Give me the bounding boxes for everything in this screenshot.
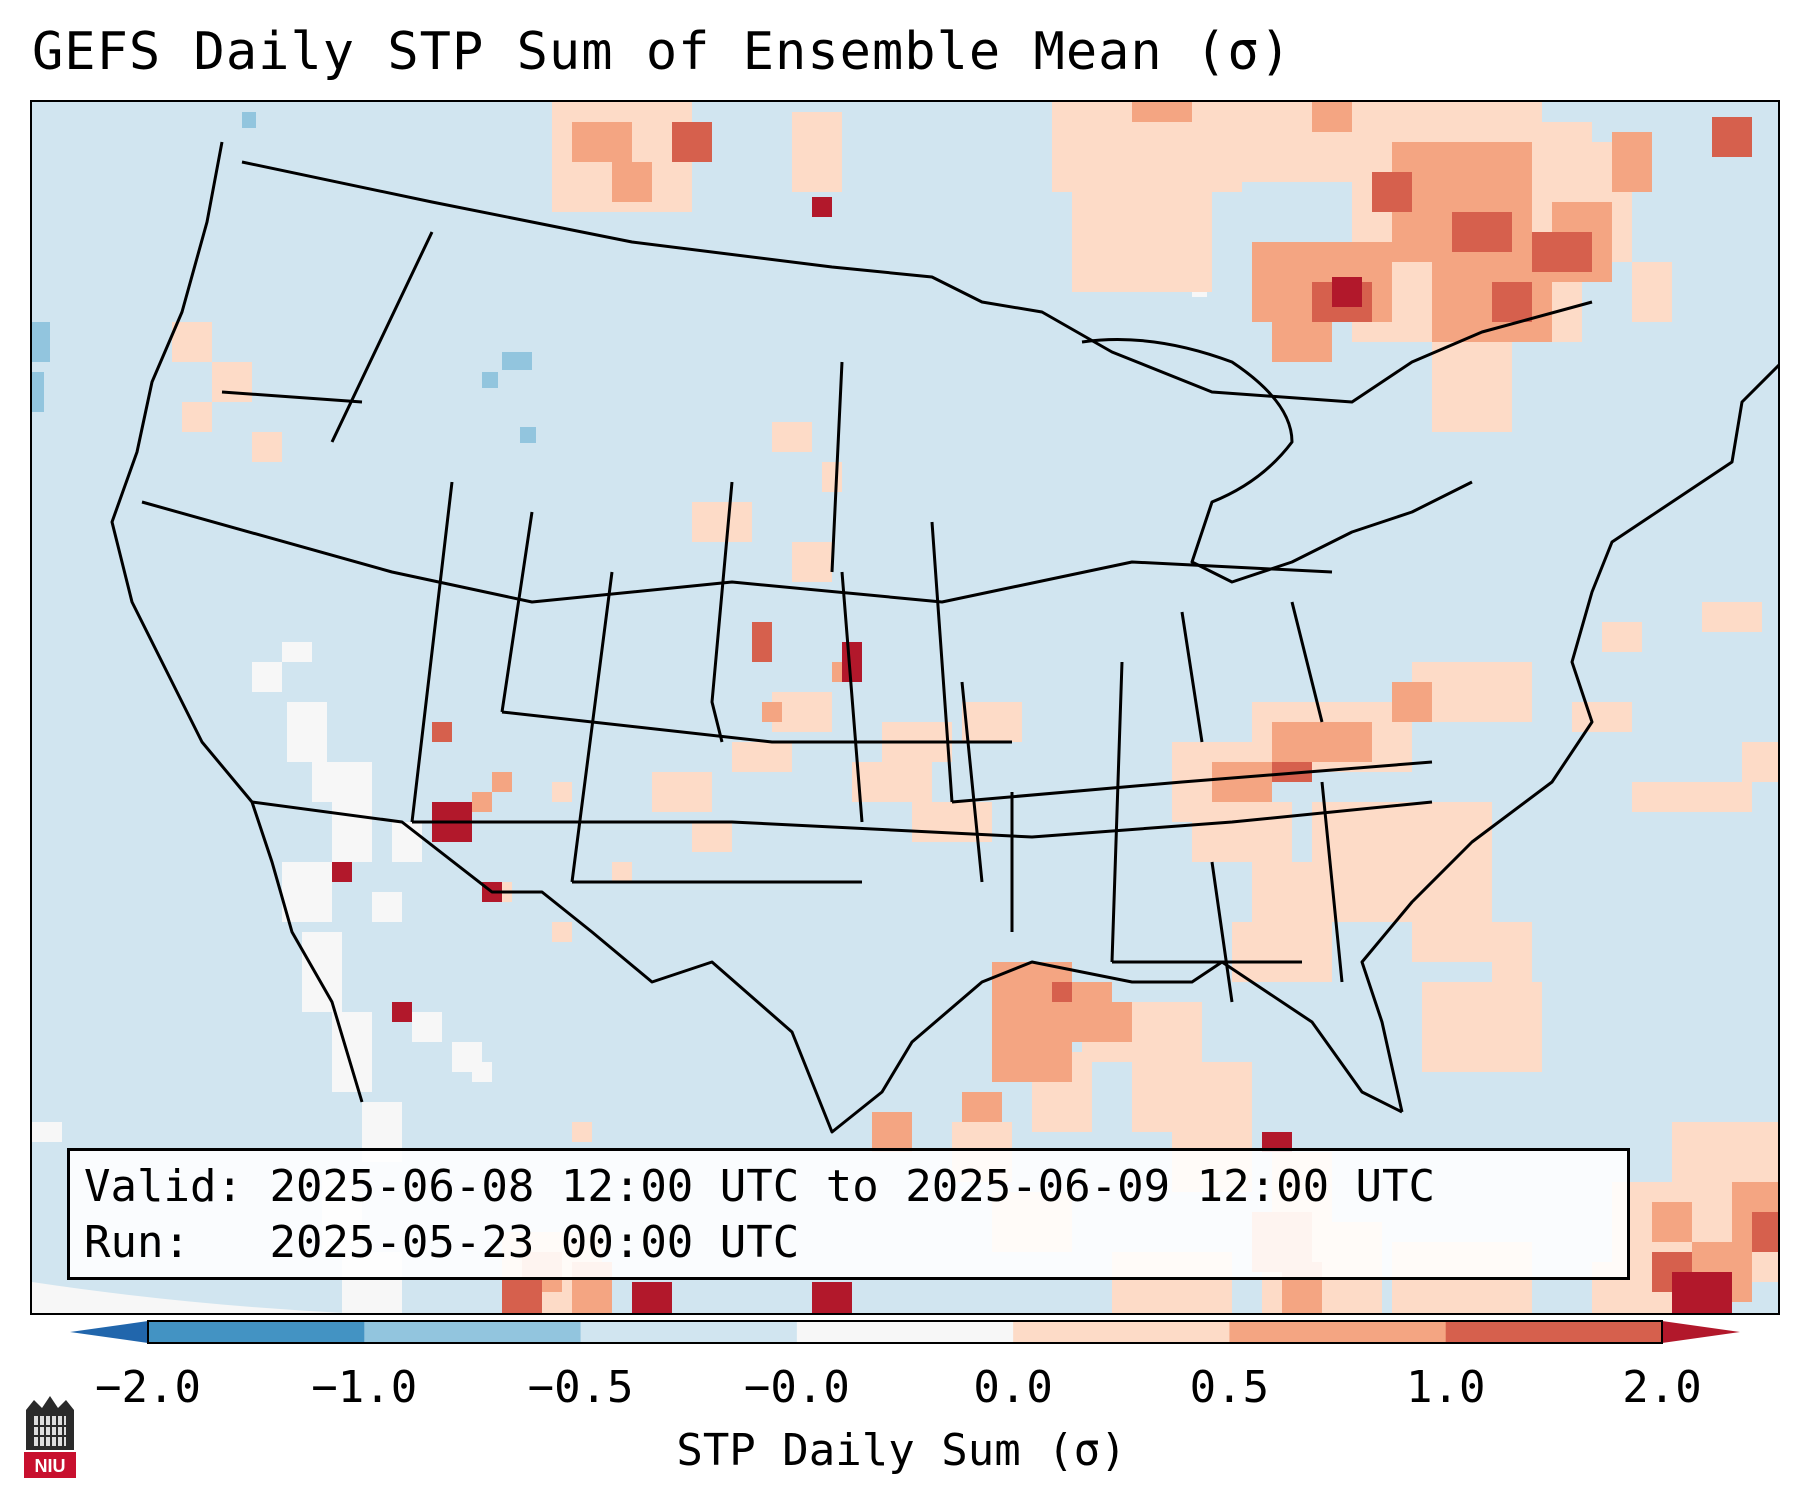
colorbar-segments	[148, 1321, 1663, 1343]
colorbar-segment	[796, 1321, 1014, 1343]
positive-cells-high	[432, 117, 1778, 1313]
chart-title: GEFS Daily STP Sum of Ensemble Mean (σ)	[32, 22, 1292, 82]
colorbar-segment	[580, 1321, 798, 1343]
svg-text:NIU: NIU	[35, 1456, 66, 1476]
colorbar-tick-label: 0.5	[1189, 1362, 1270, 1413]
colorbar-over-arrow	[1662, 1321, 1740, 1343]
colorbar-outline	[147, 1320, 1663, 1344]
colorbar-tick-label: 1.0	[1405, 1362, 1486, 1413]
colorbar-tick-label: −0.5	[527, 1362, 634, 1413]
run-value: 2025-05-23 00:00 UTC	[269, 1217, 800, 1268]
colorbar-tick-label: −2.0	[95, 1362, 201, 1413]
colorbar-segment	[148, 1321, 365, 1343]
colorbar-segment	[364, 1321, 582, 1343]
colorbar	[70, 1320, 1740, 1344]
map-panel	[30, 100, 1780, 1315]
valid-run-infobox: Valid: 2025-06-08 12:00 UTC to 2025-06-0…	[67, 1148, 1630, 1280]
colorbar-segment	[1013, 1321, 1230, 1343]
map-boundaries	[110, 141, 1778, 1134]
negative-cells	[32, 112, 536, 443]
map-svg	[32, 102, 1778, 1313]
niu-logo: NIU	[24, 1396, 76, 1478]
colorbar-tick-label: 0.0	[973, 1362, 1053, 1413]
valid-label: Valid:	[84, 1161, 243, 1212]
run-label: Run:	[84, 1217, 190, 1268]
valid-value: 2025-06-08 12:00 UTC to 2025-06-09 12:00…	[269, 1161, 1436, 1212]
colorbar-under-arrow	[70, 1321, 148, 1343]
colorbar-tick-label: −0.0	[743, 1362, 850, 1413]
colorbar-label: STP Daily Sum (σ)	[676, 1425, 1127, 1476]
colorbar-tick-label: −1.0	[311, 1362, 418, 1413]
colorbar-tick-label: 2.0	[1622, 1362, 1702, 1413]
colorbar-segment	[1229, 1321, 1447, 1343]
colorbar-segment	[1445, 1321, 1663, 1343]
